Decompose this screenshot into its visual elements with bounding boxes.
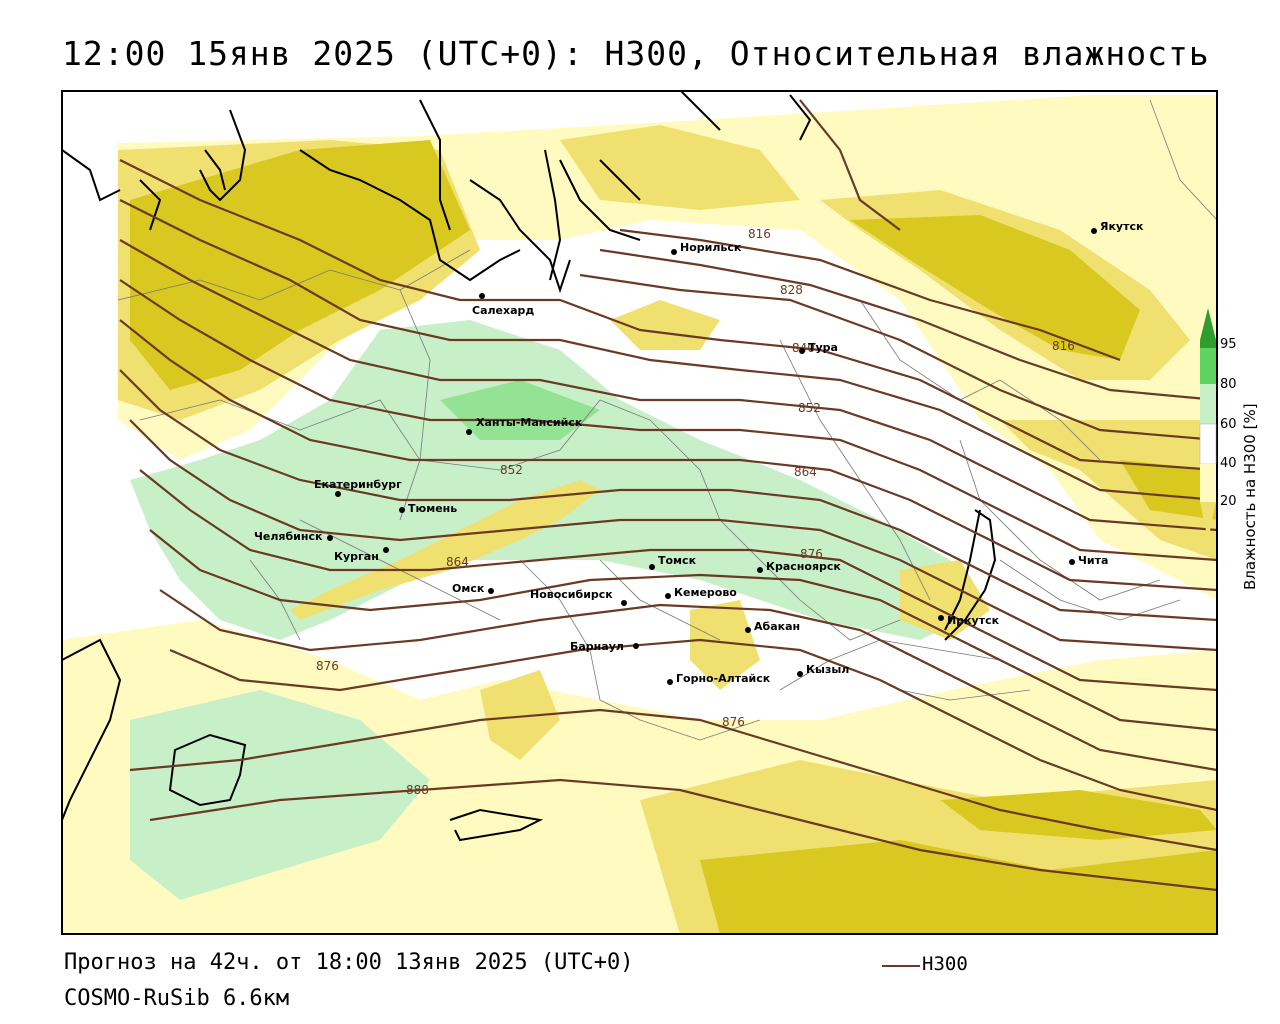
forecast-info: Прогноз на 42ч. от 18:00 13янв 2025 (UTC… — [64, 950, 634, 975]
city-label: Новосибирск — [530, 588, 613, 601]
contour-label: 876 — [722, 715, 745, 729]
colorbar — [1199, 308, 1217, 540]
model-name: COSMO-RuSib 6.6км — [64, 986, 290, 1011]
city-label: Челябинск — [254, 530, 323, 543]
city-markers: Салехард Норильск Тура Якутск Ханты-Манс… — [254, 220, 1144, 685]
city-label: Чита — [1078, 554, 1108, 567]
city-label: Курган — [334, 550, 379, 563]
coastline — [62, 91, 997, 842]
city-label: Якутск — [1100, 220, 1144, 233]
contour-label: 864 — [794, 465, 817, 479]
city-label: Ханты-Мансийск — [476, 416, 583, 429]
city-label: Красноярск — [766, 560, 841, 573]
city-label: Омск — [452, 582, 485, 595]
colorbar-tick: 60 — [1220, 417, 1237, 432]
contour-label: 828 — [780, 283, 803, 297]
humidity-field — [62, 95, 1217, 934]
city-label: Барнаул — [570, 640, 624, 653]
contour-label: 816 — [748, 227, 771, 241]
city-label: Абакан — [754, 620, 800, 633]
city-label: Иркутск — [947, 614, 1000, 627]
city-label: Екатеринбург — [314, 478, 402, 491]
h300-contours — [119, 99, 1217, 892]
colorbar-tick: 95 — [1220, 337, 1237, 352]
city-label: Норильск — [680, 241, 742, 254]
colorbar-tick: 20 — [1220, 494, 1237, 509]
legend-label: H300 — [922, 953, 968, 975]
contour-labels: 816 828 840 852 852 864 864 876 876 876 … — [316, 227, 1075, 797]
contour-label: 852 — [500, 463, 523, 477]
contour-label: 888 — [406, 783, 429, 797]
map-frame — [61, 90, 1218, 935]
map-title: 12:00 15янв 2025 (UTC+0): H300, Относите… — [62, 34, 1210, 73]
contour-label: 852 — [798, 401, 821, 415]
city-label: Томск — [658, 554, 697, 567]
city-label: Кызыл — [806, 663, 849, 676]
contour-label: 816 — [1052, 339, 1075, 353]
region-borders — [117, 99, 1217, 741]
legend-line-sample — [882, 965, 920, 967]
contour-label: 864 — [446, 555, 469, 569]
colorbar-title: Влажность на H300 [%] — [1241, 403, 1259, 590]
contour-label: 840 — [792, 341, 815, 355]
city-label: Салехард — [472, 304, 534, 317]
colorbar-tick: 40 — [1220, 456, 1237, 471]
city-label: Кемерово — [674, 586, 737, 599]
city-label: Тюмень — [408, 502, 457, 515]
contour-label: 876 — [316, 659, 339, 673]
contour-label: 876 — [800, 547, 823, 561]
colorbar-tick: 80 — [1220, 377, 1237, 392]
city-label: Горно-Алтайск — [676, 672, 771, 685]
city-label: Тура — [808, 341, 838, 354]
